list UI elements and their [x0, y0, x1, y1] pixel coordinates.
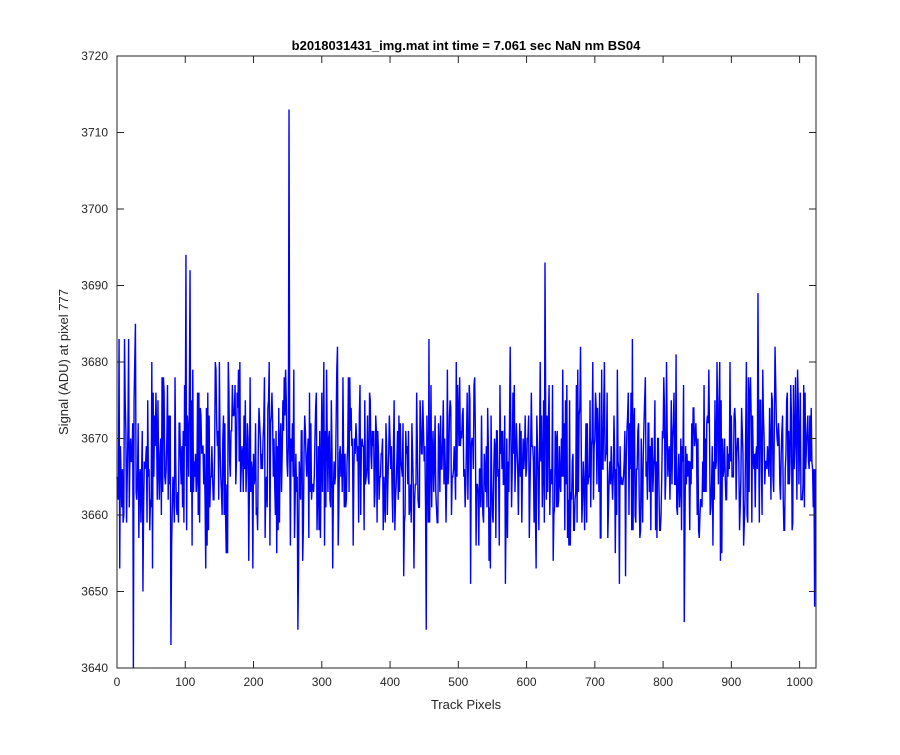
x-tick-label: 500 — [448, 675, 468, 689]
x-tick-label: 800 — [653, 675, 673, 689]
x-tick-label: 300 — [312, 675, 332, 689]
x-tick-label: 0 — [114, 675, 121, 689]
signal-series-line — [116, 109, 817, 669]
x-tick-label: 100 — [175, 675, 195, 689]
x-tick-label: 900 — [721, 675, 741, 689]
y-tick-label: 3640 — [81, 661, 108, 675]
y-tick-label: 3690 — [81, 279, 108, 293]
x-tick-label: 400 — [380, 675, 400, 689]
y-tick-label: 3660 — [81, 508, 108, 522]
series-layer — [116, 109, 817, 669]
y-axis-label: Signal (ADU) at pixel 777 — [56, 289, 71, 435]
y-tick-label: 3680 — [81, 355, 108, 369]
x-tick-label: 700 — [585, 675, 605, 689]
x-tick-label: 600 — [517, 675, 537, 689]
tick-layer: 0 100 200 300 400 500 600 700 800 900 1000 3640 3650… — [81, 49, 816, 689]
y-tick-label: 3670 — [81, 432, 108, 446]
plot-frame — [116, 55, 817, 669]
x-tick-label: 1000 — [786, 675, 813, 689]
x-axis-label: Track Pixels — [431, 697, 502, 712]
plot-area — [117, 56, 816, 668]
y-tick-label: 3650 — [81, 585, 108, 599]
x-tick-label: 200 — [244, 675, 264, 689]
chart-title: b2018031431_img.mat int time = 7.061 sec… — [292, 38, 641, 53]
y-tick-label: 3700 — [81, 202, 108, 216]
y-tick-label: 3720 — [81, 49, 108, 63]
y-tick-label: 3710 — [81, 126, 108, 140]
